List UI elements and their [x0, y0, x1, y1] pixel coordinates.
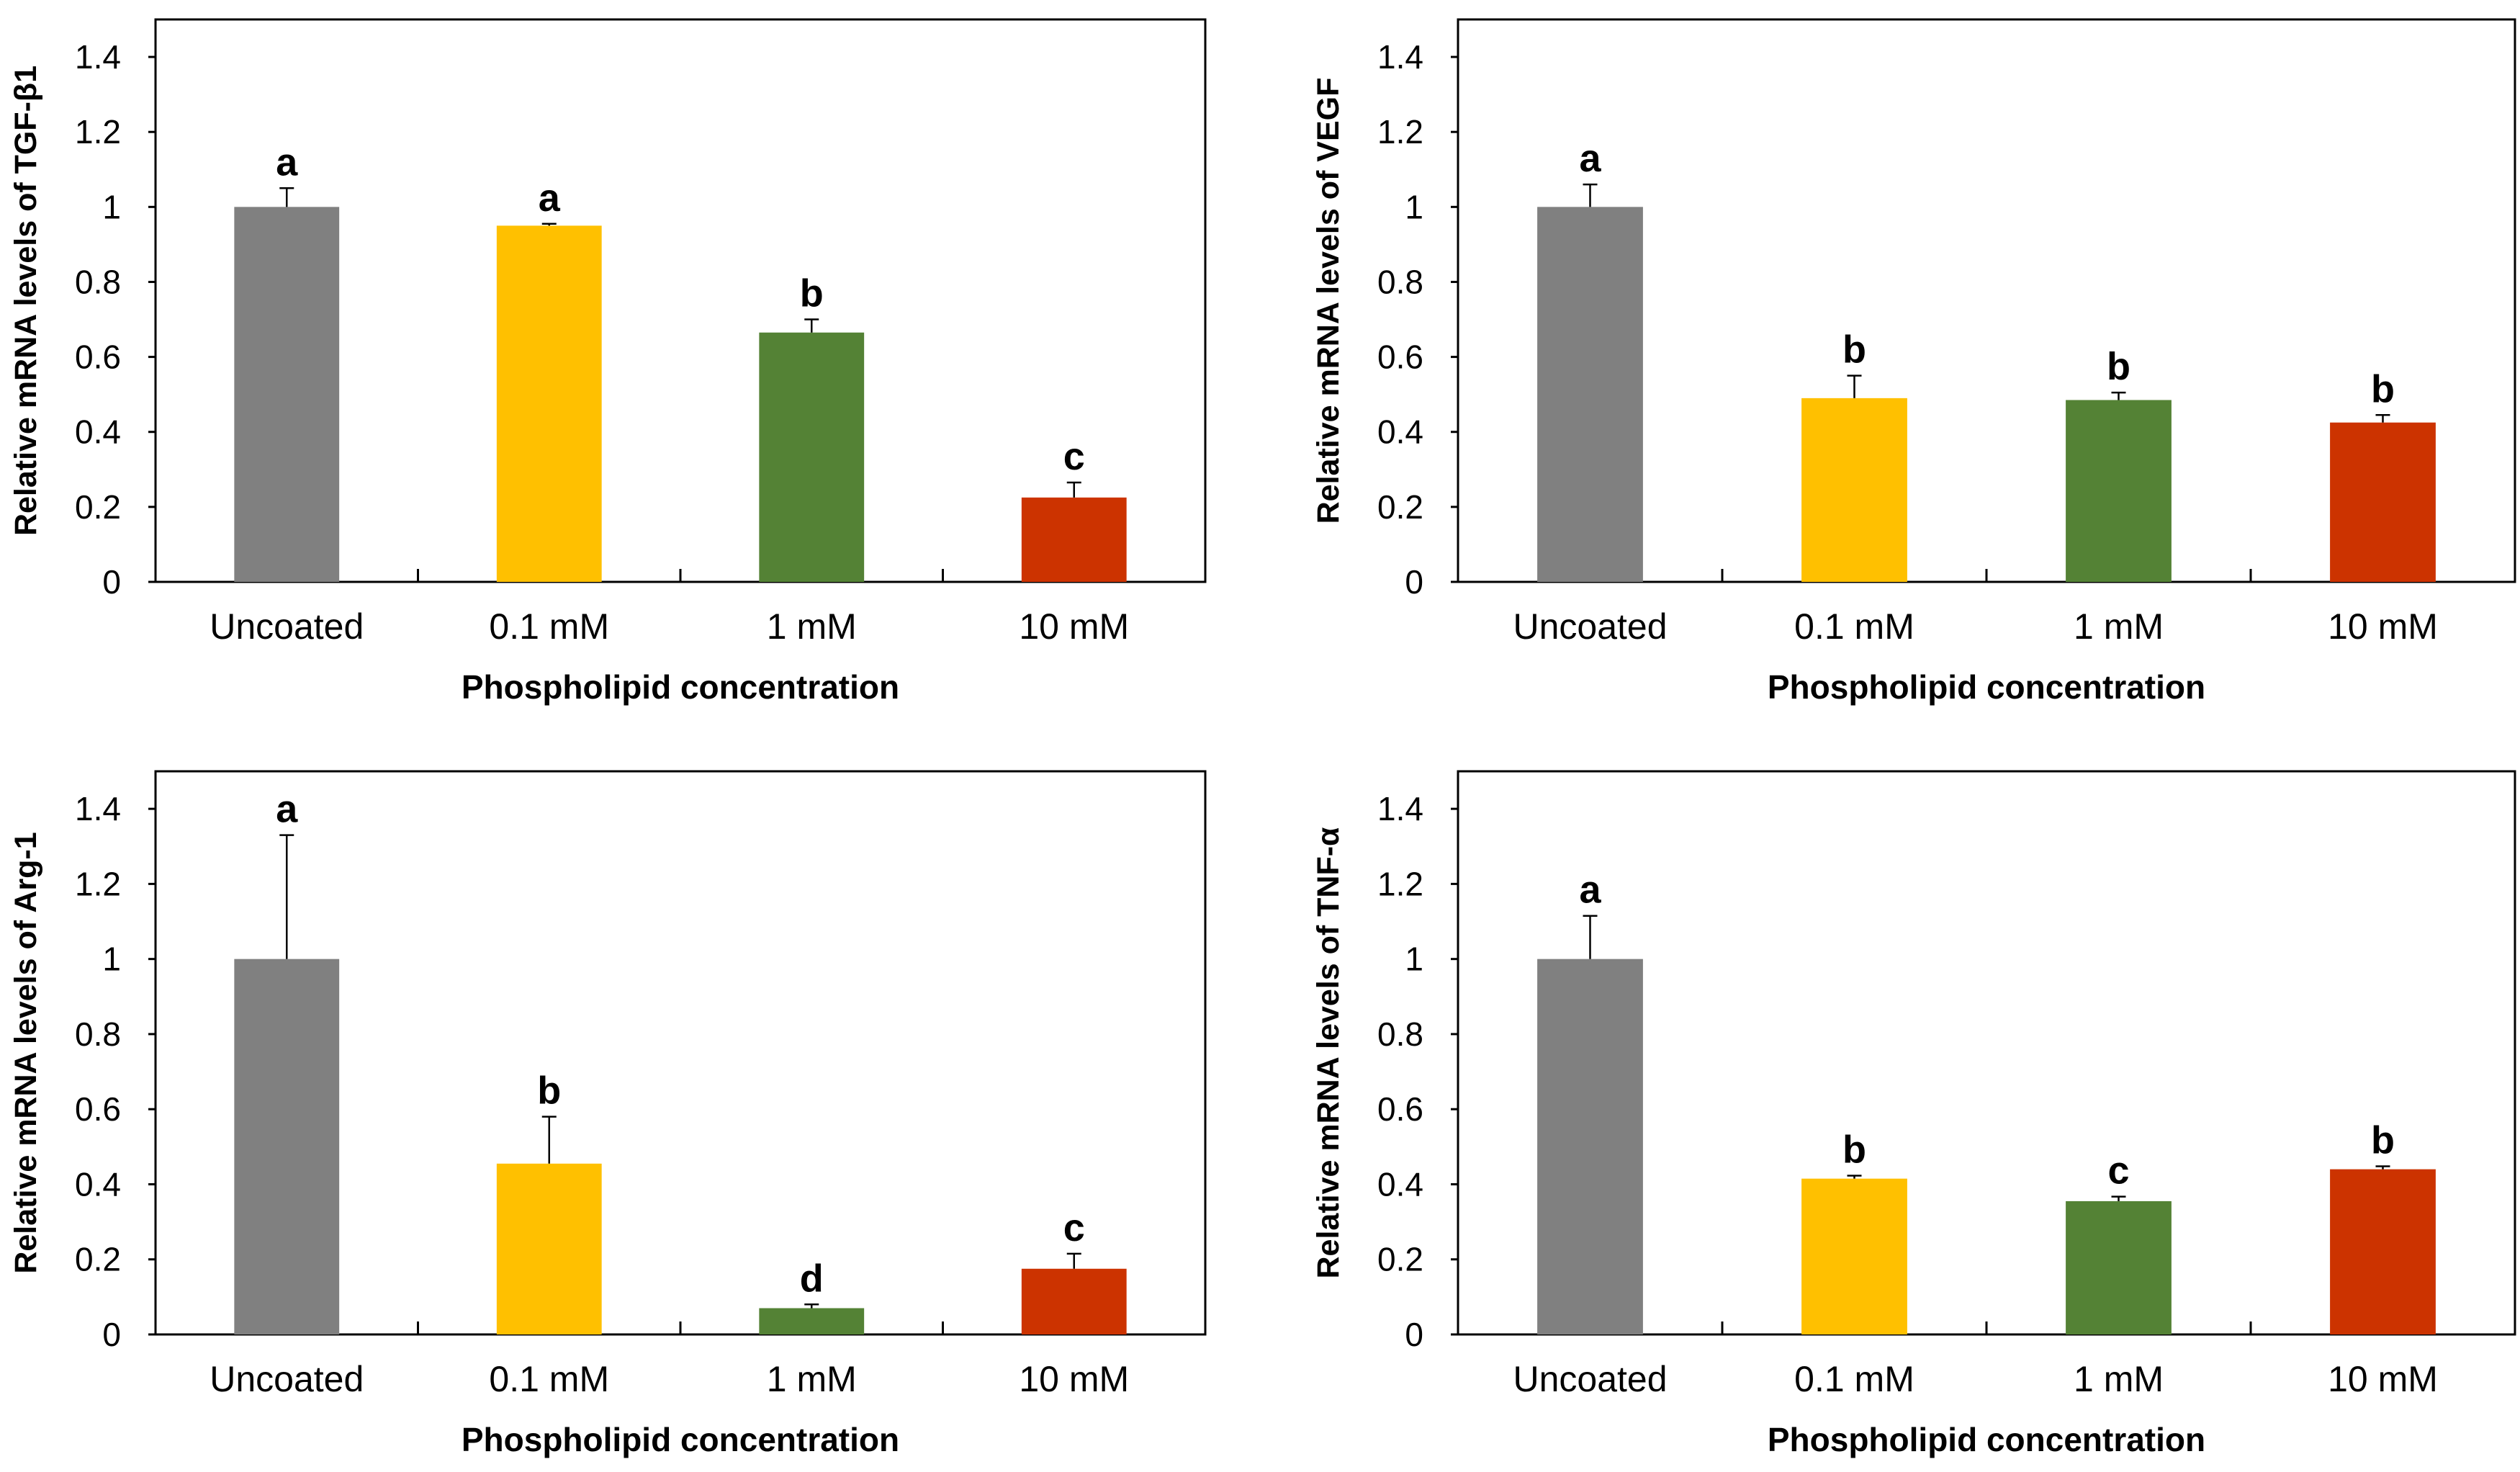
x-tick-label: Uncoated: [210, 1359, 364, 1399]
y-tick-label: 1: [102, 941, 121, 978]
bar: [759, 1308, 865, 1334]
x-axis-label: Phospholipid concentration: [462, 1421, 899, 1458]
significance-letter: b: [2371, 1118, 2395, 1162]
y-tick-label: 0.2: [1377, 488, 1423, 526]
x-axis-label: Phospholipid concentration: [1768, 1421, 2205, 1458]
bar: [1021, 1268, 1127, 1334]
y-tick-label: 0.4: [1377, 413, 1423, 451]
y-tick-label: 1.2: [1377, 113, 1423, 151]
y-tick-label: 0.6: [75, 338, 121, 376]
x-tick-label: 1 mM: [2074, 606, 2164, 647]
y-tick-label: 1.4: [1377, 790, 1423, 827]
y-tick-label: 0.2: [1377, 1241, 1423, 1278]
significance-letter: a: [539, 176, 561, 220]
significance-letter: b: [2107, 345, 2130, 388]
bar: [496, 1163, 602, 1334]
bar: [234, 207, 340, 582]
significance-letter: a: [276, 140, 298, 184]
significance-letter: c: [1063, 1206, 1085, 1249]
chart-panel-1: 0 0.2 0.4 0.6 0.8 1 1.2 1.4 a Uncoated b 0.1 mM b 1 m…: [1311, 18, 2516, 706]
y-axis-label: Relative mRNA levels of TGF-β1: [9, 66, 43, 536]
significance-letter: d: [800, 1257, 824, 1300]
y-tick-label: 0: [1405, 1316, 1423, 1353]
y-tick-label: 0: [1405, 563, 1423, 601]
x-tick-label: 10 mM: [2328, 1359, 2438, 1399]
y-tick-label: 1.4: [75, 38, 121, 76]
x-tick-label: Uncoated: [1513, 606, 1667, 647]
y-tick-label: 0: [102, 1316, 121, 1353]
y-axis-label: Relative mRNA levels of Arg-1: [9, 832, 43, 1273]
x-axis-label: Phospholipid concentration: [1768, 668, 2205, 706]
y-tick-label: 0.8: [1377, 263, 1423, 300]
significance-letter: b: [1842, 1128, 1866, 1171]
significance-letter: b: [537, 1069, 561, 1113]
x-tick-label: Uncoated: [210, 606, 364, 647]
bar: [1801, 1178, 1907, 1334]
chart-panel-0: 0 0.2 0.4 0.6 0.8 1 1.2 1.4 a Uncoated a 0.1 mM b 1 m…: [9, 18, 1207, 706]
bar: [234, 959, 340, 1334]
bar: [496, 225, 602, 582]
bar: [1537, 959, 1643, 1334]
x-tick-label: 0.1 mM: [1794, 606, 1914, 647]
y-tick-label: 1.2: [1377, 865, 1423, 902]
x-axis-label: Phospholipid concentration: [462, 668, 899, 706]
significance-letter: c: [1063, 435, 1085, 478]
significance-letter: a: [1579, 869, 1601, 912]
chart-panel-2: 0 0.2 0.4 0.6 0.8 1 1.2 1.4 a Uncoated b 0.1 mM d 1 m…: [9, 770, 1207, 1458]
y-tick-label: 1: [1405, 941, 1423, 978]
significance-letter: b: [1842, 328, 1866, 372]
bar: [1801, 398, 1907, 582]
y-tick-label: 0.8: [75, 263, 121, 300]
y-tick-label: 0.2: [75, 1241, 121, 1278]
y-tick-label: 1.2: [75, 865, 121, 902]
y-tick-label: 0.8: [75, 1015, 121, 1053]
y-axis-label: Relative mRNA levels of VEGF: [1311, 78, 1346, 524]
y-tick-label: 0.6: [75, 1090, 121, 1128]
y-tick-label: 0.2: [75, 488, 121, 526]
bar: [1021, 497, 1127, 582]
y-tick-label: 0.6: [1377, 338, 1423, 376]
x-tick-label: 0.1 mM: [1794, 1359, 1914, 1399]
bar: [2066, 1201, 2172, 1334]
x-tick-label: 0.1 mM: [489, 1359, 609, 1399]
bar: [759, 332, 865, 582]
x-tick-label: 1 mM: [2074, 1359, 2164, 1399]
x-tick-label: 10 mM: [2328, 606, 2438, 647]
x-tick-label: 1 mM: [767, 1359, 857, 1399]
y-tick-label: 1: [1405, 188, 1423, 225]
x-tick-label: 0.1 mM: [489, 606, 609, 647]
x-tick-label: 10 mM: [1019, 1359, 1129, 1399]
x-tick-label: 1 mM: [767, 606, 857, 647]
significance-letter: c: [2107, 1149, 2129, 1193]
significance-letter: a: [1579, 137, 1601, 180]
y-tick-label: 0.4: [75, 413, 121, 451]
chart-panel-3: 0 0.2 0.4 0.6 0.8 1 1.2 1.4 a Uncoated b 0.1 mM c 1 m…: [1311, 770, 2516, 1458]
bar: [2066, 400, 2172, 582]
bar: [1537, 207, 1643, 582]
bar: [2330, 1169, 2436, 1334]
y-tick-label: 0.4: [75, 1165, 121, 1203]
significance-letter: b: [800, 272, 824, 315]
significance-letter: b: [2371, 367, 2395, 410]
y-axis-label: Relative mRNA levels of TNF-α: [1311, 827, 1346, 1279]
y-tick-label: 0.4: [1377, 1165, 1423, 1203]
y-tick-label: 0.8: [1377, 1015, 1423, 1053]
bar: [2330, 422, 2436, 582]
y-tick-label: 1.4: [1377, 38, 1423, 76]
y-tick-label: 0: [102, 563, 121, 601]
y-tick-label: 1.4: [75, 790, 121, 827]
x-tick-label: 10 mM: [1019, 606, 1129, 647]
y-tick-label: 1: [102, 188, 121, 225]
y-tick-label: 0.6: [1377, 1090, 1423, 1128]
x-tick-label: Uncoated: [1513, 1359, 1667, 1399]
significance-letter: a: [276, 788, 298, 831]
y-tick-label: 1.2: [75, 113, 121, 151]
